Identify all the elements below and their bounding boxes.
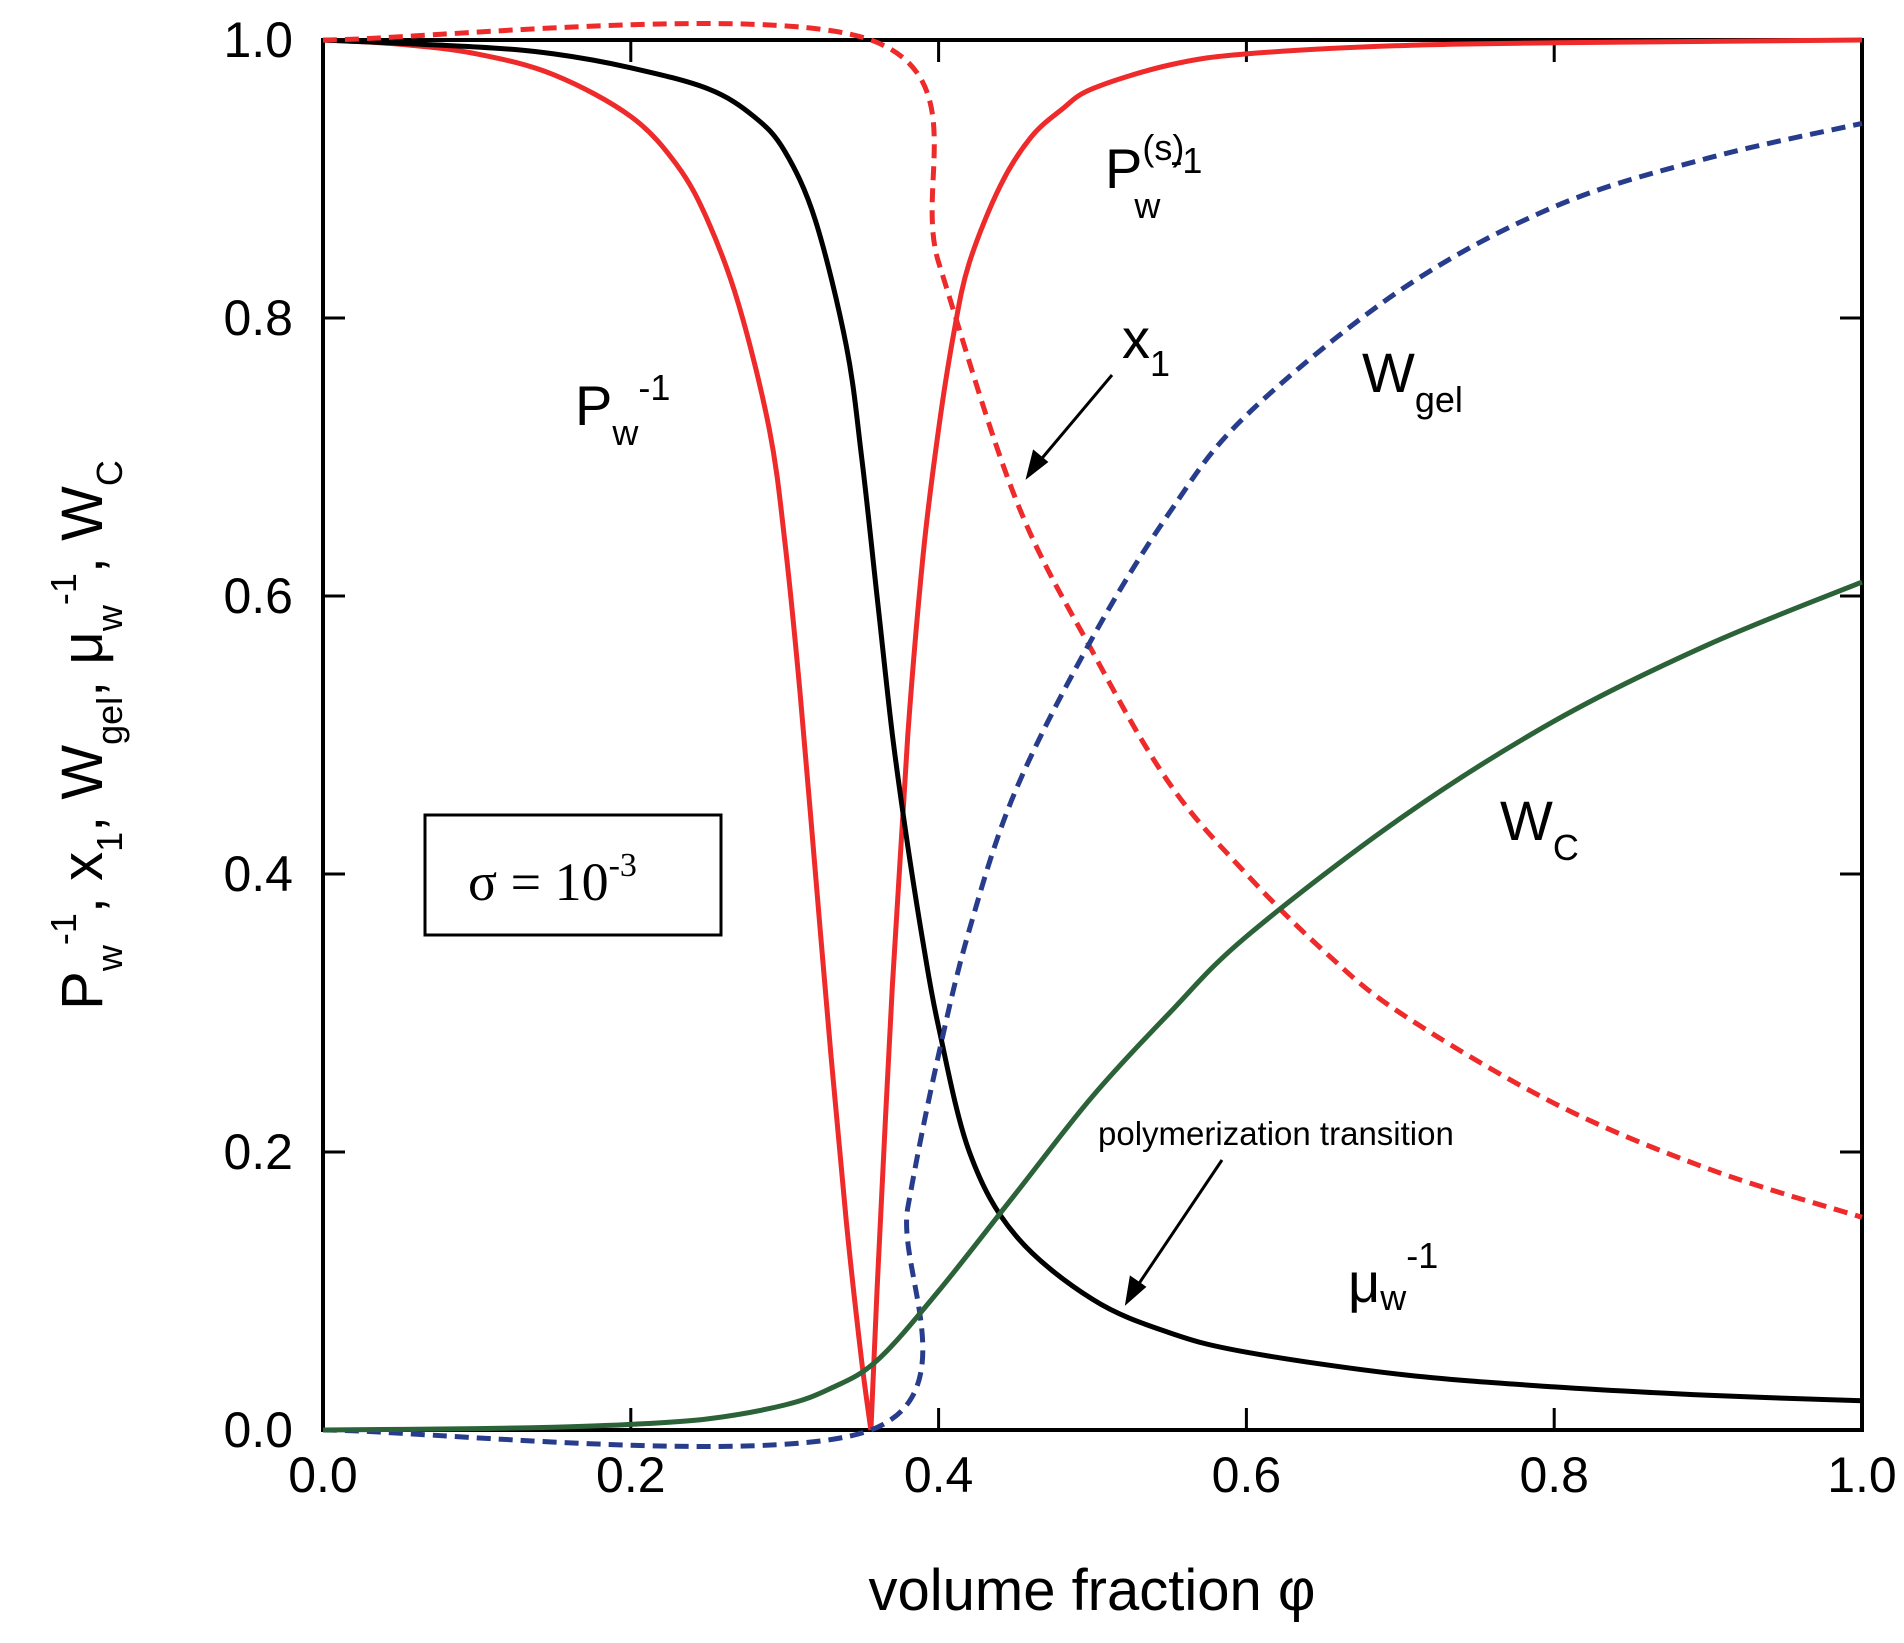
y-tick-label: 0.2 <box>223 1124 293 1180</box>
y-axis-title: Pw-1, x1, Wgel, μw-1, WC <box>43 460 130 1010</box>
x-tick-label: 1.0 <box>1827 1447 1897 1503</box>
sigma-box: σ = 10-3 <box>423 813 723 937</box>
series-Pw_inv <box>322 37 874 1431</box>
arrow-polymerization-transition <box>1124 1159 1224 1306</box>
y-tick-label: 0.0 <box>223 1402 293 1458</box>
label-wc: WC <box>1500 789 1579 868</box>
x-axis-title: volume fraction φ <box>868 1558 1315 1623</box>
series-x1 <box>322 21 1863 1220</box>
label-x1: x1 <box>1122 307 1170 384</box>
label-pws-inv: P(s) w-1 <box>1105 127 1202 226</box>
y-tick-label: 0.6 <box>223 568 293 624</box>
x-tick-label: 0.8 <box>1519 1447 1589 1503</box>
x-tick-label: 0.4 <box>904 1447 974 1503</box>
sigma-box-frame <box>423 813 723 937</box>
series-W_C <box>322 579 1863 1433</box>
series-mu_inv <box>322 37 1863 1404</box>
annotation-polymerization-transition: polymerization transition <box>1098 1115 1454 1152</box>
arrow-x1 <box>1025 374 1114 480</box>
y-tick-label: 0.4 <box>223 846 293 902</box>
series-Pw_s_inv <box>868 37 1863 1431</box>
series-W_gel <box>322 120 1863 1449</box>
x-tick-label: 0.2 <box>596 1447 666 1503</box>
y-tick-label: 0.8 <box>223 290 293 346</box>
axis-tick-labels: 0.0 0.2 0.4 0.6 0.8 1.0 0.0 0.2 0.4 0.6 0.8 1.0 <box>223 12 1896 1503</box>
label-mu-inv: μw-1 <box>1348 1235 1438 1318</box>
y-tick-label: 1.0 <box>223 12 293 68</box>
x-tick-label: 0.0 <box>288 1447 358 1503</box>
axis-ticks <box>321 38 1864 1432</box>
x-tick-label: 0.6 <box>1212 1447 1282 1503</box>
sigma-box-text: σ = 10-3 <box>468 847 637 912</box>
label-wgel: Wgel <box>1362 341 1463 420</box>
plot-frame <box>321 38 1864 1432</box>
series-layer <box>322 21 1863 1449</box>
label-pw-inv: Pw-1 <box>575 367 670 453</box>
